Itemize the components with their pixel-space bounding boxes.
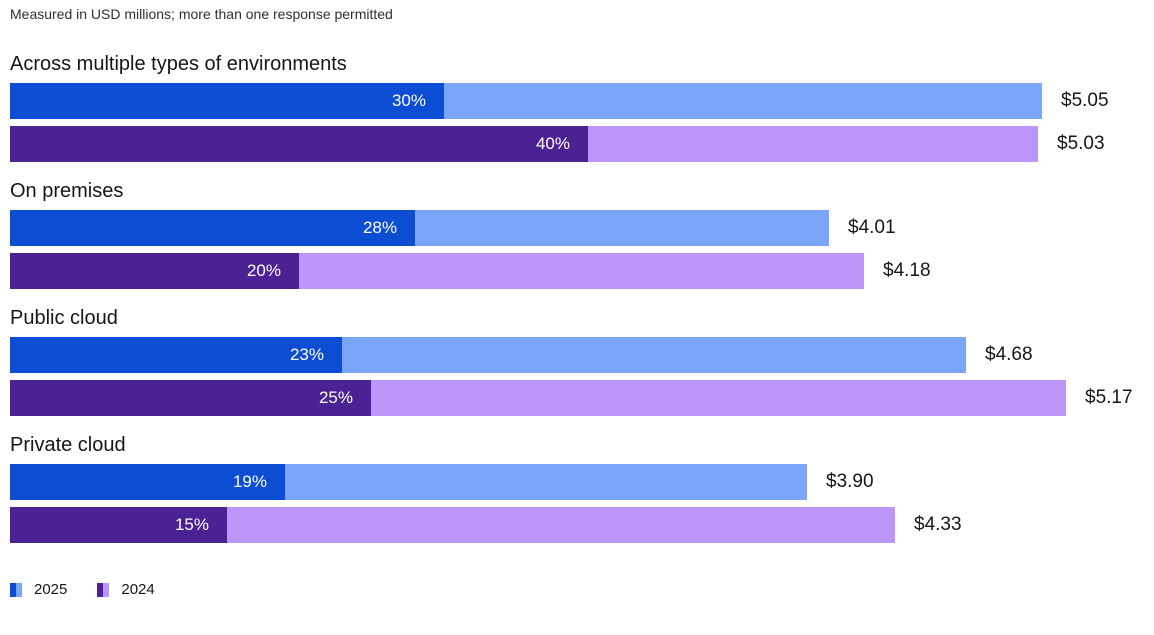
category-label: On premises (10, 180, 124, 202)
bar-pct-segment-2024[interactable]: 25% (10, 380, 371, 416)
bar-2024[interactable]: 15% (10, 507, 895, 543)
bar-row: 15% $4.33 (10, 507, 1154, 543)
category-label: Across multiple types of environments (10, 53, 347, 75)
value-label: $4.68 (985, 344, 1033, 365)
chart-group: Across multiple types of environments 30%… (10, 52, 1154, 162)
bar-pct-segment-2025[interactable]: 19% (10, 464, 285, 500)
pct-label: 25% (318, 388, 353, 407)
legend-label-2025: 2025 (34, 581, 68, 598)
value-label: $3.90 (826, 471, 874, 492)
bar-row: 40% $5.03 (10, 126, 1154, 162)
chart-group: Private cloud 19% $3.90 15% $4.33 (10, 433, 1154, 543)
chart-legend: 2025 2024 (10, 581, 1154, 598)
pct-label: 20% (246, 261, 281, 280)
bar-pct-segment-2025[interactable]: 28% (10, 210, 415, 246)
bar-2024[interactable]: 40% (10, 126, 1038, 162)
bar-row: 19% $3.90 (10, 464, 1154, 500)
bar-pct-segment-2025[interactable]: 23% (10, 337, 342, 373)
bar-row: 20% $4.18 (10, 253, 1154, 289)
value-label: $4.01 (848, 217, 896, 238)
bar-row: 23% $4.68 (10, 337, 1154, 373)
pct-label: 23% (289, 345, 324, 364)
bar-2025[interactable]: 23% (10, 337, 966, 373)
bar-2024[interactable]: 20% (10, 253, 864, 289)
legend-item-2024[interactable]: 2024 (97, 581, 155, 598)
bar-row: 28% $4.01 (10, 210, 1154, 246)
bar-pct-segment-2024[interactable]: 20% (10, 253, 299, 289)
bar-row: 25% $5.17 (10, 380, 1154, 416)
bar-pct-segment-2024[interactable]: 40% (10, 126, 588, 162)
category-label: Public cloud (10, 307, 118, 329)
legend-item-2025[interactable]: 2025 (10, 581, 67, 598)
legend-swatch-2025-icon (10, 582, 22, 597)
chart-group: Public cloud 23% $4.68 25% $5.17 (10, 306, 1154, 416)
pct-label: 28% (362, 218, 397, 237)
bar-pct-segment-2024[interactable]: 15% (10, 507, 227, 543)
pct-label: 30% (391, 91, 426, 110)
legend-swatch-2024-icon (97, 582, 110, 597)
value-label: $4.18 (883, 260, 931, 281)
chart-subtitle: Measured in USD millions; more than one … (10, 6, 393, 22)
value-label: $5.05 (1061, 90, 1109, 111)
bar-2025[interactable]: 30% (10, 83, 1042, 119)
value-label: $4.33 (914, 514, 962, 535)
pct-label: 40% (535, 134, 570, 153)
bar-chart: Across multiple types of environments 30%… (10, 52, 1154, 543)
pct-label: 19% (232, 472, 267, 491)
bar-2025[interactable]: 28% (10, 210, 829, 246)
pct-label: 15% (174, 515, 209, 534)
bar-2025[interactable]: 19% (10, 464, 807, 500)
category-label: Private cloud (10, 434, 126, 456)
bar-pct-segment-2025[interactable]: 30% (10, 83, 444, 119)
chart-group: On premises 28% $4.01 20% $4.18 (10, 179, 1154, 289)
bar-row: 30% $5.05 (10, 83, 1154, 119)
value-label: $5.17 (1085, 387, 1133, 408)
bar-2024[interactable]: 25% (10, 380, 1066, 416)
value-label: $5.03 (1057, 133, 1105, 154)
legend-label-2024: 2024 (121, 581, 155, 598)
